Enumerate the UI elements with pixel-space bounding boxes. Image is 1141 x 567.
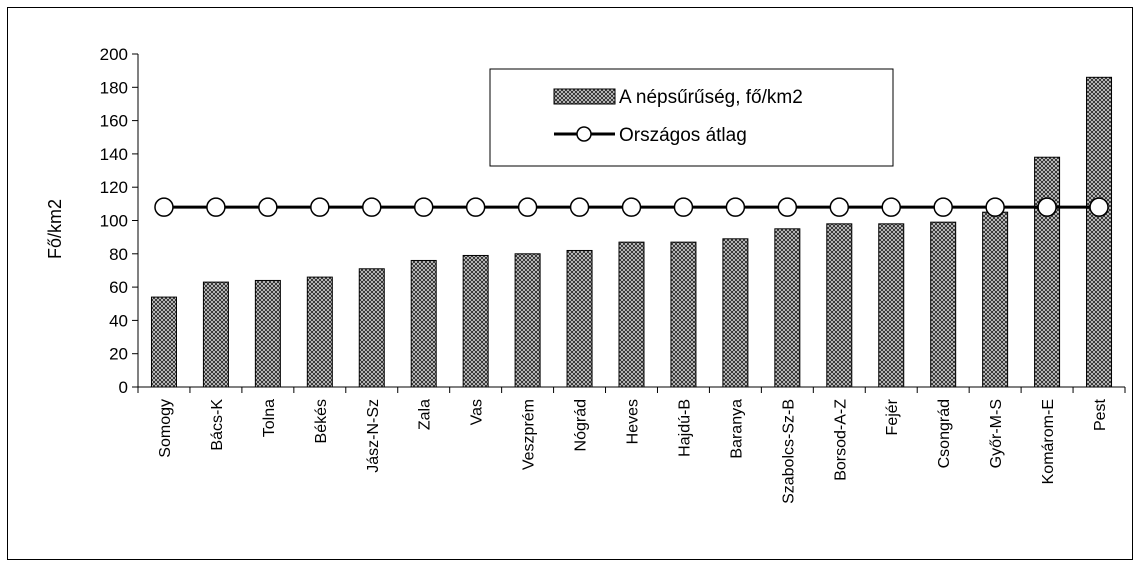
x-tick-label: Csongrád [936,399,953,468]
bar [826,223,853,388]
average-point [1089,197,1109,217]
y-axis: 0 20 40 60 80 100 120 140 160 180 200 [100,45,139,397]
bar [514,253,541,388]
y-tick-label: 80 [109,245,128,264]
x-tick-label: Zala [417,399,434,430]
bar [930,221,957,388]
legend-line-marker [576,126,592,142]
bar-series [150,76,1113,388]
y-tick-label: 160 [100,112,128,131]
chart-svg: Fő/km2 0 20 40 60 80 100 120 140 160 180 200 Somog… [45,45,1126,504]
bar [774,228,801,388]
bar [1086,76,1113,388]
x-tick-label: Komárom-E [1040,399,1057,484]
bar [982,211,1009,388]
average-point [777,197,798,217]
bar [878,223,905,388]
x-tick-label: Heves [625,399,642,444]
average-point [725,197,746,217]
x-axis: Somogy Bács-K Tolna Békés Jász-N-Sz Zala Vas Ve… [137,386,1126,504]
y-tick-label: 180 [100,78,128,97]
bar [722,238,749,388]
x-tick-label: Pest [1092,398,1109,431]
legend-line-label: Országos átlag [619,125,747,146]
y-tick-label: 120 [100,178,128,197]
legend-bar-swatch [553,88,616,105]
average-point [258,197,278,217]
x-tick-label: Bács-K [209,399,226,451]
average-point [362,197,382,217]
x-tick-label: Hajdú-B [676,399,693,457]
bar [410,259,437,388]
average-line-series [154,197,1109,217]
bar [566,249,593,388]
average-point [517,197,538,217]
legend-bar-label: A népsűrűség, fő/km2 [619,87,803,108]
x-tick-label: Jász-N-Sz [365,399,382,473]
average-point [310,197,330,217]
x-tick-label: Szabolcs-Sz-B [780,399,797,504]
bar [462,254,489,388]
average-point [829,197,850,217]
average-point [673,197,694,217]
average-point [933,197,953,217]
bar [1034,156,1061,388]
average-point [881,197,901,217]
x-tick-label: Baranya [728,399,745,459]
y-tick-label: 20 [109,345,128,364]
x-tick-label: Vas [469,399,486,425]
y-tick-label: 100 [100,212,128,231]
x-tick-label: Nógrád [573,399,590,451]
y-tick-label: 40 [109,311,128,330]
chart-frame: Fő/km2 0 20 40 60 80 100 120 140 160 180 200 Somog… [7,7,1133,560]
y-tick-label: 140 [100,145,128,164]
average-point [206,197,226,217]
x-tick-label: Fejér [884,398,901,435]
y-tick-label: 60 [109,278,128,297]
legend-box [489,68,894,167]
average-point [465,197,486,217]
average-point [621,197,642,217]
bar [306,276,333,388]
y-tick-label: 200 [100,45,128,64]
average-point [1037,197,1057,217]
x-tick-label: Veszprém [521,399,538,470]
average-point [154,197,174,217]
average-point [569,197,590,217]
x-tick-label: Békés [313,399,330,443]
bar [150,296,177,388]
y-tick-label: 0 [119,378,128,397]
bar [254,279,281,388]
bar [618,241,645,388]
bar [670,241,697,388]
x-tick-label: Somogy [157,399,174,458]
x-tick-label: Tolna [261,399,278,437]
legend: A népsűrűség, fő/km2 Országos átlag [489,68,894,167]
x-tick-label: Győr-M-S [988,399,1005,468]
y-axis-label: Fő/km2 [45,199,65,259]
bar [358,268,385,388]
average-point [413,197,434,217]
bar [202,281,229,388]
average-point [985,197,1005,217]
x-tick-label: Borsod-A-Z [832,399,849,481]
